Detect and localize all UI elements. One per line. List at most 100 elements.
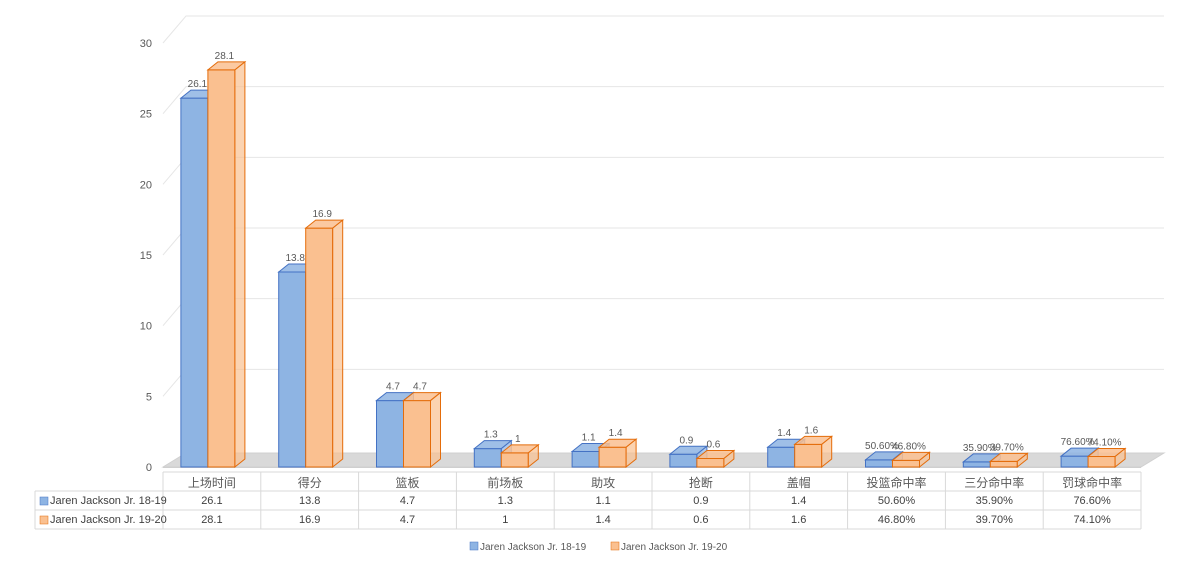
bar-front — [571, 450, 600, 468]
bar — [1086, 447, 1127, 469]
y-tick-label: 15 — [140, 250, 152, 262]
bar-front — [794, 443, 823, 468]
legend-swatch — [469, 541, 479, 551]
bar — [304, 219, 345, 469]
table-cell: 1.6 — [791, 514, 806, 526]
x-tick-label: 得分 — [298, 475, 322, 490]
bar-front — [305, 227, 334, 468]
y-tick-label: 5 — [146, 391, 152, 403]
bar-side — [430, 391, 441, 469]
bar-front — [598, 446, 627, 468]
bar-side — [625, 438, 637, 469]
gridline — [162, 156, 1164, 185]
bar-front — [278, 271, 307, 468]
data-label: 28.1 — [215, 51, 235, 62]
y-tick-label: 30 — [140, 38, 152, 50]
table-cell: 1.4 — [791, 495, 806, 507]
data-label: 16.9 — [312, 209, 332, 220]
table-cell: 26.1 — [201, 495, 222, 507]
gridline — [162, 86, 1164, 114]
data-label: 1.6 — [804, 425, 818, 436]
table-series-name: Jaren Jackson Jr. 19-20 — [50, 514, 167, 526]
data-label: 46.80% — [892, 441, 926, 452]
table-cell: 4.7 — [400, 495, 415, 507]
data-label: 26.1 — [188, 79, 208, 90]
bar-side — [527, 443, 539, 469]
bar — [206, 60, 247, 469]
bar-side — [1114, 447, 1126, 469]
y-tick-label: 25 — [140, 109, 152, 121]
bar-front — [500, 452, 529, 468]
x-tick-label: 盖帽 — [787, 475, 811, 490]
bar — [472, 439, 513, 469]
data-label: 4.7 — [386, 382, 400, 393]
data-label: 1 — [515, 434, 521, 445]
bar-front — [892, 459, 920, 468]
legend-swatch — [610, 541, 620, 551]
data-label: 1.4 — [777, 428, 791, 439]
y-tick-label: 20 — [140, 179, 152, 191]
bar-side — [1016, 452, 1028, 469]
x-tick-label: 前场板 — [487, 475, 523, 490]
table-cell: 35.90% — [976, 495, 1014, 507]
legend-key — [39, 515, 49, 525]
x-tick-label: 三分命中率 — [964, 475, 1024, 490]
bar — [988, 452, 1029, 469]
data-label: 1.4 — [609, 428, 623, 439]
bar-front — [403, 400, 431, 468]
bar-side — [821, 435, 833, 469]
bar-front — [989, 460, 1018, 468]
table-cell: 1.3 — [498, 495, 513, 507]
data-label: 50.60% — [865, 441, 899, 452]
legend-entry: Jaren Jackson Jr. 18-19 — [480, 542, 587, 553]
table-cell: 28.1 — [201, 514, 222, 526]
bar-front — [180, 97, 209, 468]
bar-side — [723, 449, 735, 469]
bar-front — [767, 446, 796, 468]
table-cell: 74.10% — [1073, 514, 1111, 526]
table-cell: 76.60% — [1073, 495, 1111, 507]
data-label: 0.9 — [679, 435, 693, 446]
x-tick-label: 罚球命中率 — [1062, 475, 1122, 490]
bar-front — [696, 458, 725, 468]
gridline — [162, 15, 1164, 44]
bar-front — [865, 459, 893, 468]
bar-side — [919, 451, 930, 469]
y-tick-label: 0 — [146, 462, 152, 474]
table-cell: 1 — [502, 514, 508, 526]
table-cell: 13.8 — [299, 495, 320, 507]
data-label: 39.70% — [990, 442, 1024, 453]
bar — [793, 435, 834, 469]
bar — [891, 451, 931, 469]
bar-front — [669, 453, 698, 468]
data-label: 13.8 — [285, 253, 305, 264]
table-cell: 39.70% — [976, 514, 1014, 526]
bar-front — [473, 448, 502, 468]
bar — [402, 391, 442, 469]
bar — [695, 449, 736, 469]
x-tick-label: 上场时间 — [188, 476, 236, 490]
bar-front — [1060, 455, 1089, 468]
table-cell: 46.80% — [878, 514, 916, 526]
legend-entry: Jaren Jackson Jr. 19-20 — [621, 542, 728, 553]
data-label: 76.60% — [1061, 437, 1095, 448]
table-cell: 0.9 — [693, 495, 708, 507]
y-tick-label: 10 — [140, 321, 152, 333]
bar-side — [332, 219, 344, 469]
table-cell: 0.6 — [693, 514, 708, 526]
bar — [597, 438, 638, 469]
data-label: 4.7 — [413, 382, 427, 393]
bar-side — [234, 60, 246, 469]
data-label: 0.6 — [706, 440, 720, 451]
x-tick-label: 篮板 — [395, 475, 419, 490]
legend-key — [39, 496, 49, 506]
bar-front — [1087, 456, 1116, 468]
data-label: 74.10% — [1088, 438, 1122, 449]
bar-front — [376, 400, 404, 468]
bar-front — [207, 69, 236, 468]
table-series-name: Jaren Jackson Jr. 18-19 — [50, 495, 167, 507]
table-cell: 1.1 — [595, 495, 610, 507]
table-cell: 1.4 — [595, 514, 610, 526]
table-cell: 50.60% — [878, 495, 916, 507]
data-label: 1.3 — [484, 430, 498, 441]
